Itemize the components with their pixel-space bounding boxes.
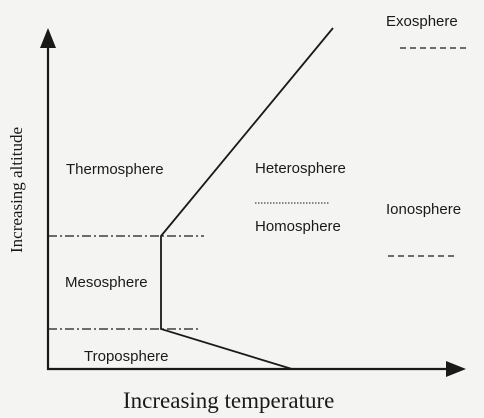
exosphere-label: Exosphere bbox=[386, 13, 458, 30]
homosphere-label: Homosphere bbox=[255, 218, 341, 235]
y-axis-title: Increasing altitude bbox=[7, 127, 26, 253]
x-axis-title: Increasing temperature bbox=[123, 388, 334, 413]
mesosphere-label: Mesosphere bbox=[65, 274, 148, 291]
temperature-profile-line bbox=[160, 27, 334, 370]
troposphere-label: Troposphere bbox=[84, 348, 169, 365]
y-axis-arrowhead bbox=[40, 28, 56, 48]
ionosphere-label: Ionosphere bbox=[386, 201, 461, 218]
thermosphere-label: Thermosphere bbox=[66, 161, 164, 178]
x-axis-arrowhead bbox=[446, 361, 466, 377]
heterosphere-label: Heterosphere bbox=[255, 160, 346, 177]
